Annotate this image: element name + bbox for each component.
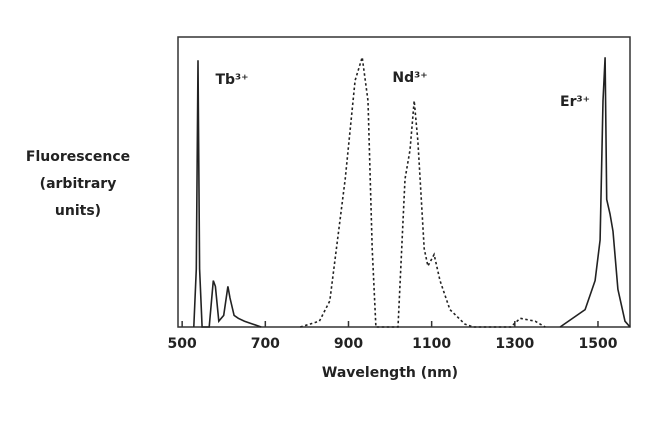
x-tick-label: 1300 [495, 336, 534, 352]
plot-frame [177, 36, 631, 328]
spectrum-line [559, 57, 631, 328]
y-axis-label: (arbitrary [40, 176, 117, 192]
y-axis-label: units) [55, 203, 101, 219]
x-tick-label: 1100 [412, 336, 451, 352]
y-axis-label: Fluorescence [26, 149, 130, 165]
x-tick-label: 900 [334, 336, 363, 352]
spectrum-line [193, 60, 262, 328]
series-label: Nd³⁺ [392, 70, 427, 86]
x-tick-label: 1500 [578, 336, 617, 352]
series-label: Er³⁺ [560, 94, 590, 110]
x-axis-label: Wavelength (nm) [322, 365, 458, 381]
x-tick-label: 700 [251, 336, 280, 352]
x-tick-label: 500 [168, 336, 197, 352]
series-label: Tb³⁺ [215, 72, 248, 88]
